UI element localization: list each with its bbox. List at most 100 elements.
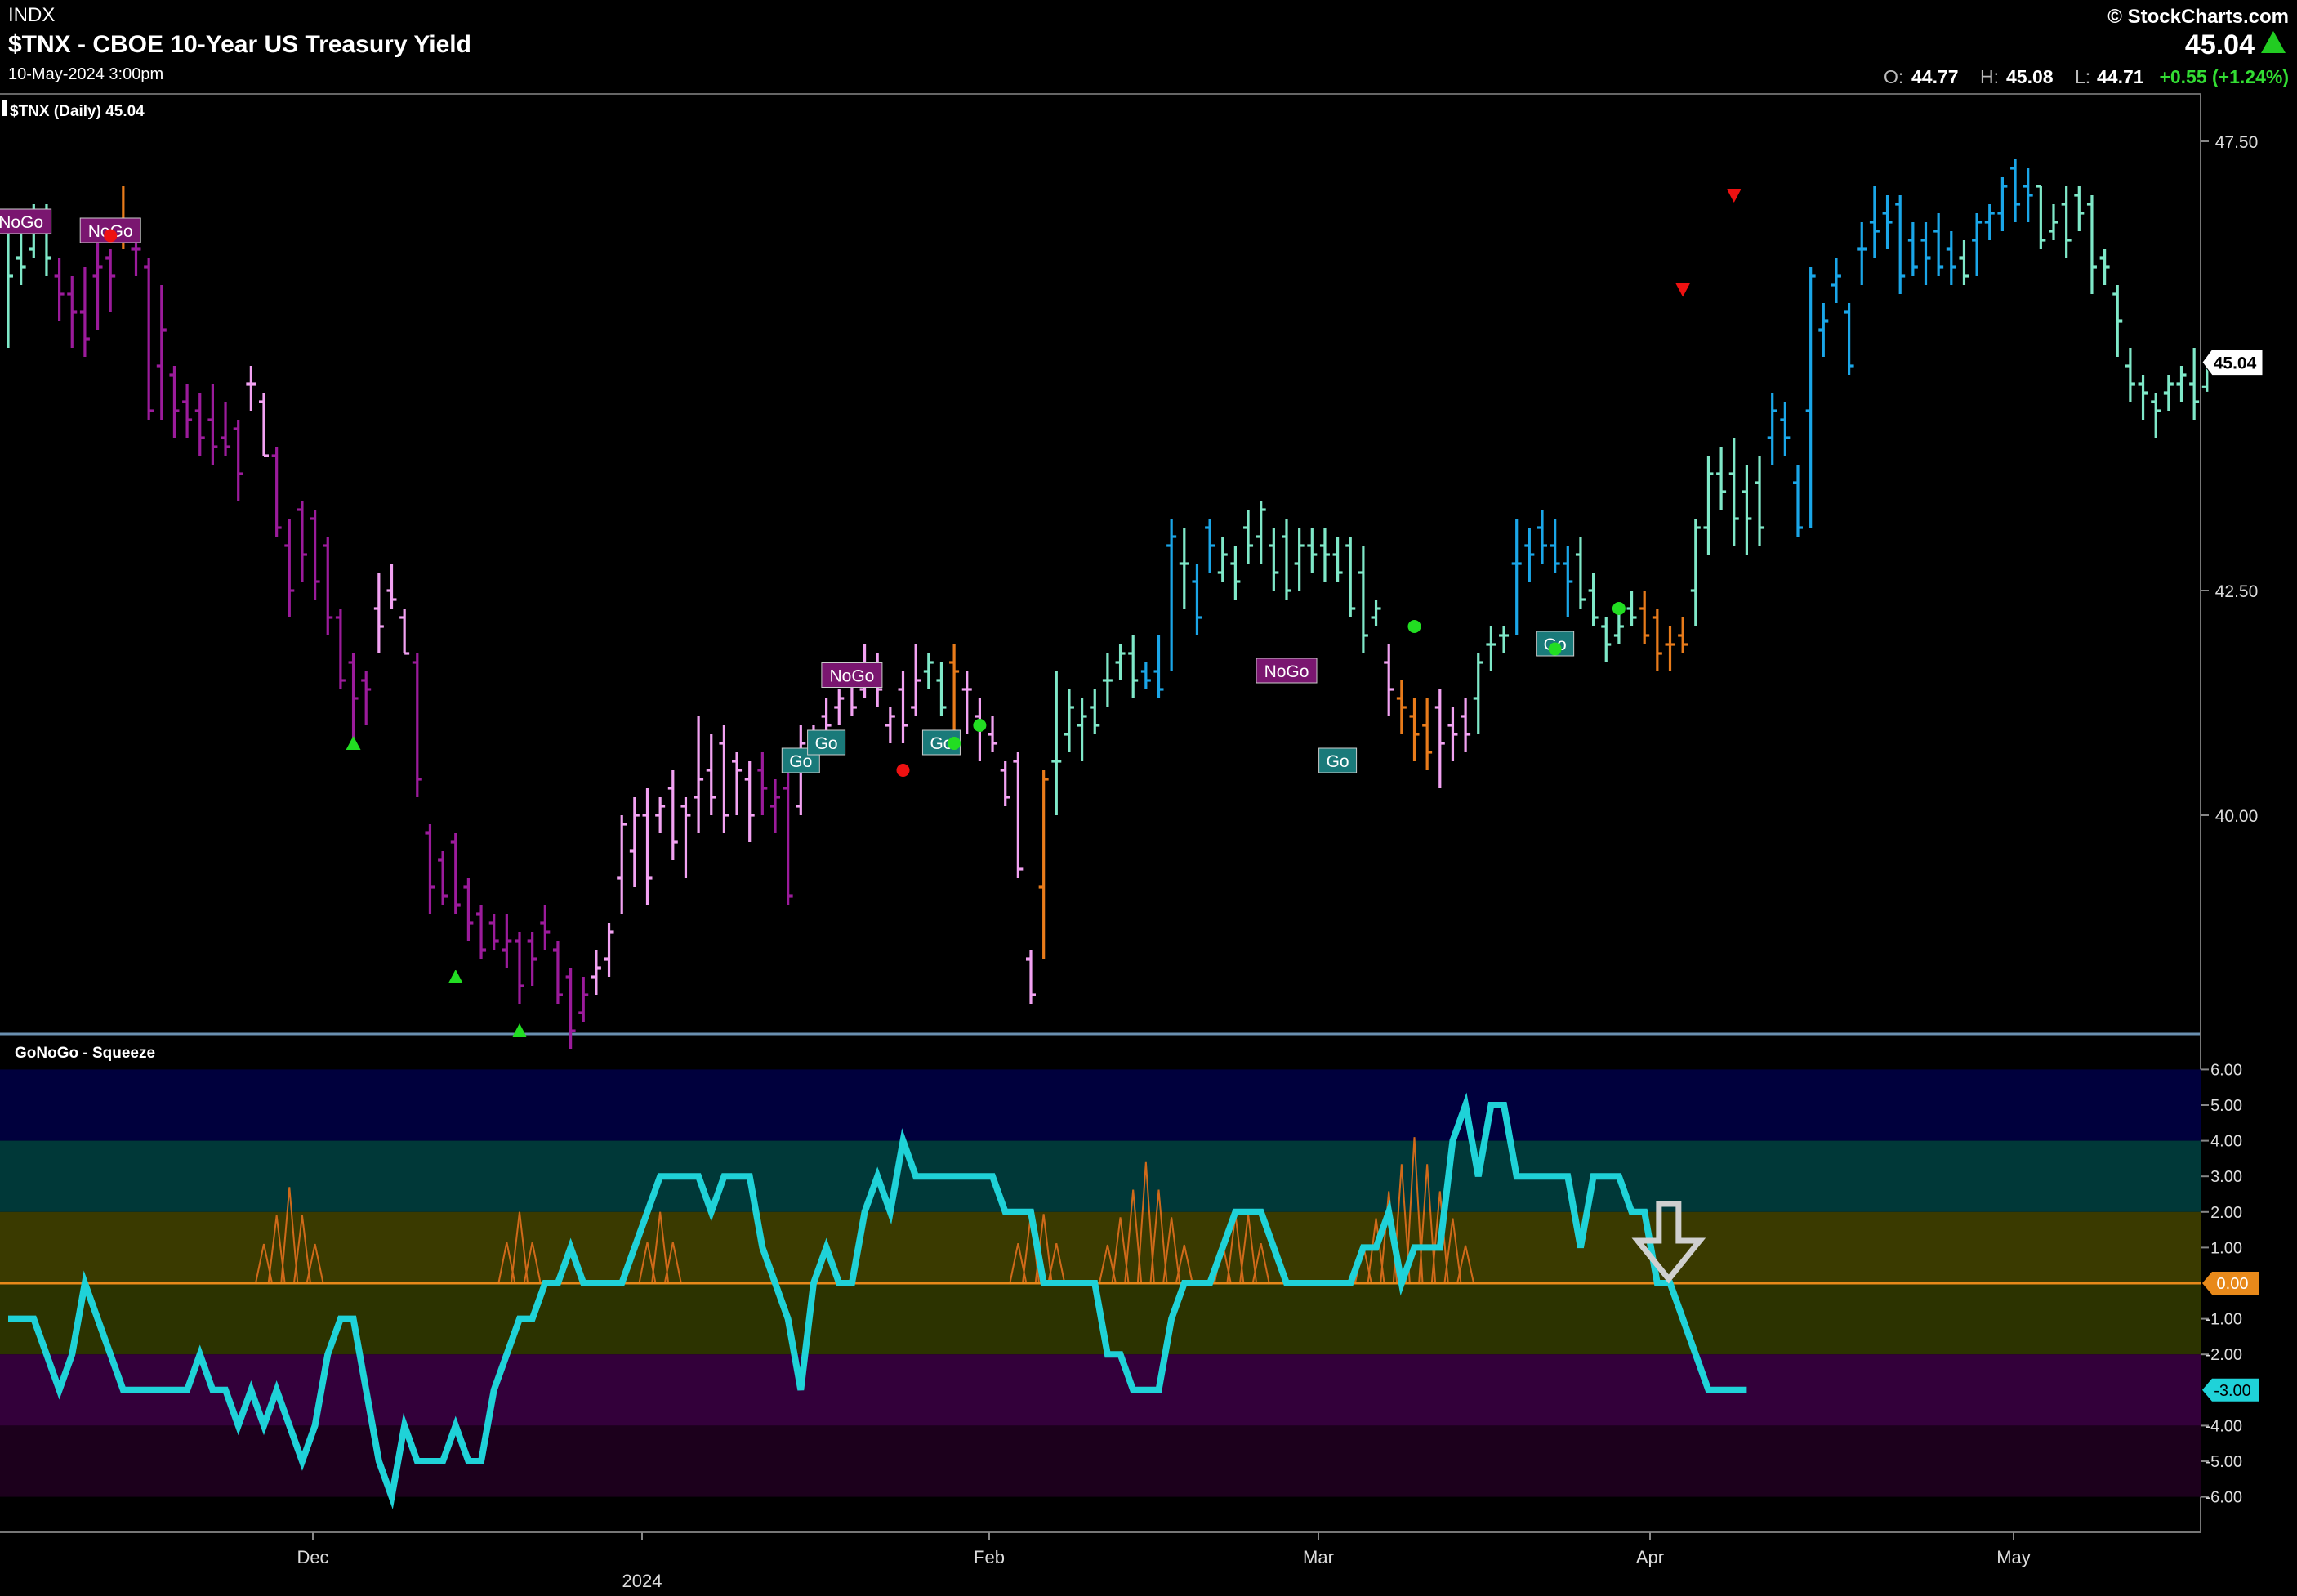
squeeze-marker (1367, 1218, 1385, 1284)
price-bar (667, 770, 678, 860)
price-bar (2176, 366, 2187, 402)
price-bar (310, 510, 320, 600)
squeeze-marker (1443, 1218, 1462, 1284)
oscillator-legend: GoNoGo - Squeeze (15, 1045, 155, 1062)
price-bar (1128, 635, 1139, 698)
price-bar (54, 258, 65, 321)
go-label: Go (807, 729, 846, 756)
price-bar (2112, 285, 2123, 357)
price-bar (1256, 501, 1266, 564)
price-bar (719, 725, 729, 833)
last-price: 45.04 (2185, 29, 2255, 60)
price-bar (1473, 653, 1483, 734)
price-bar (1728, 438, 1739, 546)
price-bar (169, 366, 180, 438)
oscillator-band (0, 1354, 2201, 1426)
go-up-triangle-icon (346, 736, 361, 750)
squeeze-marker (280, 1187, 299, 1284)
price-bar (348, 653, 359, 743)
x-tick-label: Dec (297, 1547, 328, 1567)
zero-badge-text: 0.00 (2217, 1275, 2249, 1293)
x-tick-label: 2024 (622, 1571, 662, 1591)
price-legend: $TNX (Daily) 45.04 (10, 103, 145, 120)
price-bar (1563, 546, 1573, 617)
squeeze-marker (1162, 1217, 1181, 1284)
price-y-tick-label: 47.50 (2215, 133, 2259, 152)
price-bar (1895, 195, 1906, 294)
price-bar (1358, 546, 1368, 653)
nogo-label: NoGo (0, 208, 52, 234)
exchange-label: INDX (8, 4, 55, 26)
price-bar (386, 564, 397, 609)
osc-y-tick-label: -2.00 (2205, 1346, 2242, 1364)
squeeze-marker (1430, 1191, 1449, 1284)
up-arrow-icon (2261, 31, 2286, 53)
x-tick-label: Apr (1636, 1547, 1664, 1567)
down-arrow-icon (1631, 1201, 1706, 1284)
price-bar (1793, 465, 1803, 537)
squeeze-marker (1047, 1242, 1066, 1284)
copyright-text[interactable]: © StockCharts.com (2107, 6, 2289, 28)
price-bar (1499, 626, 1510, 653)
squeeze-marker (511, 1211, 529, 1284)
price-bar (1767, 393, 1777, 465)
osc-y-tick-label: -6.00 (2205, 1489, 2242, 1507)
go-label-text: Go (1327, 752, 1349, 771)
x-axis: Dec 2024 Feb Mar Apr May (297, 1532, 2031, 1591)
price-bar (923, 653, 934, 689)
price-bar (16, 231, 26, 285)
price-bar (527, 932, 537, 986)
price-bar (412, 653, 422, 797)
price-legend-box (2, 100, 7, 116)
price-bar (1984, 204, 1995, 240)
ohlc-summary: O: 44.77 H: 45.08 L: 44.71 +0.55 (+1.24%… (1884, 66, 2289, 87)
price-bar (1844, 303, 1854, 375)
price-bar (1294, 528, 1305, 591)
green-dot-icon (973, 719, 987, 732)
price-bars (3, 159, 2212, 1049)
price-bar (1486, 626, 1496, 671)
price-bar (438, 851, 448, 905)
price-bar (271, 447, 282, 537)
price-bar (1933, 213, 1944, 276)
price-bar (1102, 653, 1113, 707)
price-bar (1550, 519, 1560, 573)
price-bar (1192, 564, 1202, 635)
green-dot-icon (1548, 642, 1562, 656)
price-bar (1652, 609, 1662, 671)
price-bar (949, 644, 960, 743)
price-bar (1026, 950, 1036, 1004)
go-label-text: Go (930, 734, 952, 753)
price-bar (1920, 222, 1931, 285)
price-bar (1690, 519, 1701, 626)
open-value: 44.77 (1911, 66, 1959, 87)
price-bar (297, 501, 307, 582)
go-label-box (807, 729, 846, 756)
price-bar (399, 609, 410, 655)
price-bar (502, 914, 512, 968)
squeeze-marker (1149, 1189, 1168, 1284)
price-bar (488, 914, 499, 950)
price-bar (2189, 348, 2200, 420)
price-bar (604, 923, 614, 977)
squeeze-marker (1111, 1217, 1130, 1284)
price-bar (1269, 528, 1279, 591)
price-bar (783, 761, 793, 905)
osc-y-tick-label: 2.00 (2210, 1204, 2242, 1222)
price-bar (1282, 519, 1291, 600)
price-bar (1639, 591, 1650, 644)
price-bar (233, 420, 243, 501)
price-bar (1755, 456, 1765, 546)
price-bar (79, 267, 90, 357)
price-bar (1907, 222, 1918, 276)
nogo-label-text: NoGo (1264, 662, 1309, 681)
price-bar (1959, 240, 1969, 285)
zero-badge: 0.00 (2202, 1272, 2259, 1295)
squeeze-marker (1124, 1189, 1143, 1284)
red-dot-icon (896, 764, 910, 777)
price-bar (2125, 348, 2135, 402)
price-bar (1064, 689, 1074, 752)
price-bar (988, 716, 998, 752)
zero-badge-shape (2202, 1272, 2259, 1295)
